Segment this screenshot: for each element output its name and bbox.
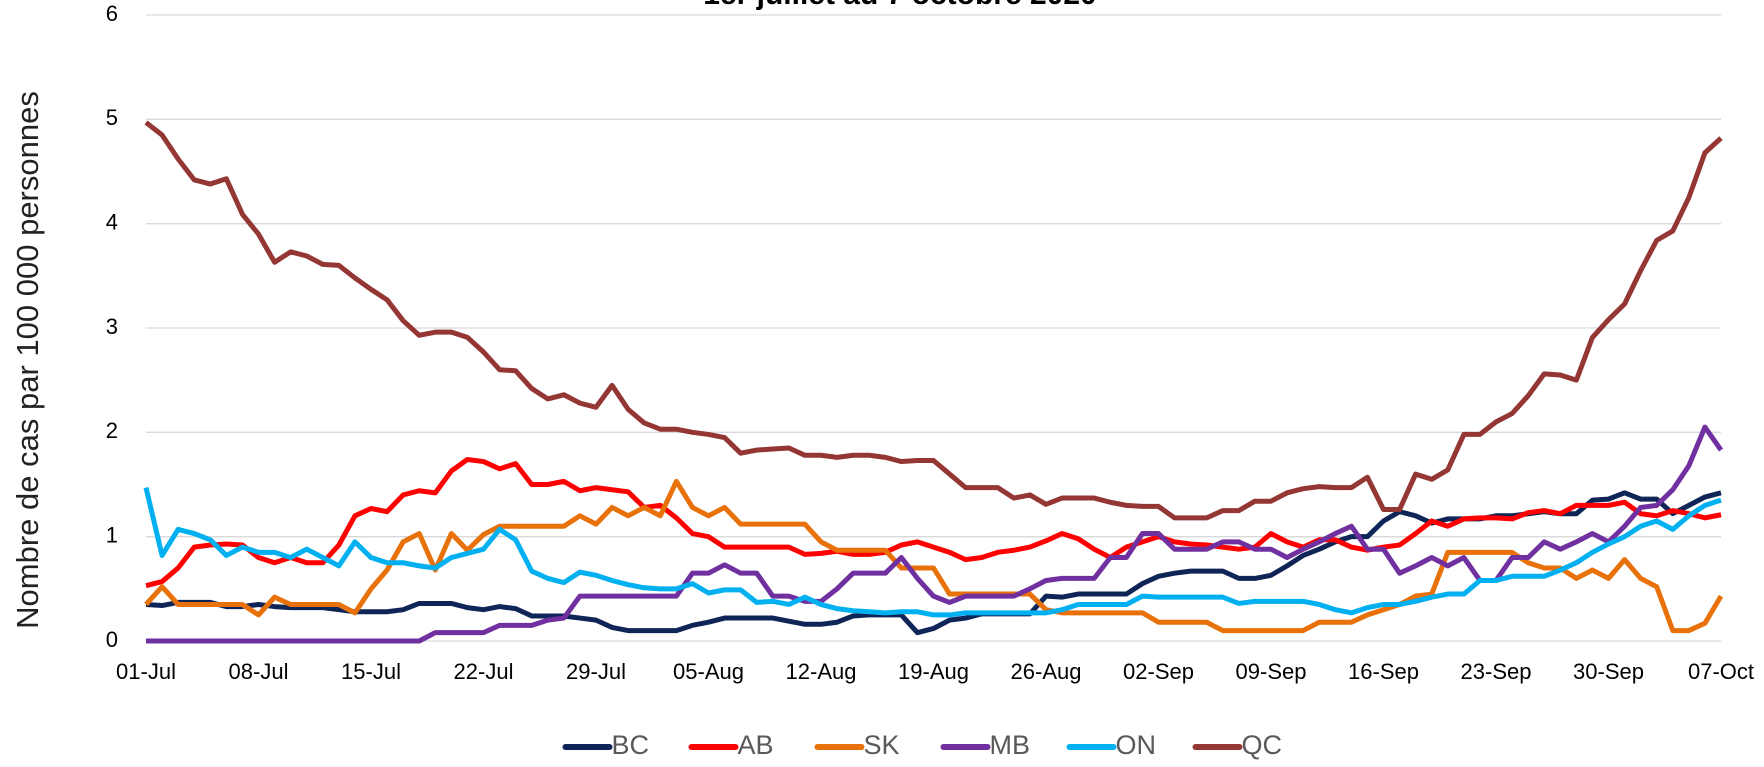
x-tick-label: 01-Jul (116, 659, 176, 684)
legend-label: AB (738, 730, 774, 760)
series-line (143, 487, 1722, 618)
chart-title: 1er juillet au 7 octobre 2020 (703, 0, 1097, 11)
x-tick-label: 16-Sep (1348, 659, 1419, 684)
legend: BC AB SK MB ON QC (562, 730, 1283, 760)
y-tick-label: 0 (106, 627, 118, 652)
y-tick-label: 2 (106, 418, 118, 443)
y-tick-label: 6 (106, 1, 118, 26)
series-line (145, 456, 1722, 589)
x-tick-label: 19-Aug (898, 659, 969, 684)
x-tick-label: 07-Oct (1688, 659, 1754, 684)
y-tick-label: 1 (106, 522, 118, 547)
legend-label: SK (864, 730, 900, 760)
x-tick-label: 12-Aug (786, 659, 857, 684)
series-line (144, 478, 1724, 634)
y-tick-label: 4 (106, 209, 118, 234)
x-tick-label: 30-Sep (1573, 659, 1644, 684)
x-tick-label: 05-Aug (673, 659, 744, 684)
y-tick-label: 3 (106, 314, 118, 339)
legend-label: ON (1116, 730, 1157, 760)
y-axis-label: Nombre de cas par 100 000 personnes (10, 91, 45, 629)
series-line (144, 120, 1723, 521)
legend-label: MB (990, 730, 1031, 760)
x-tick-label: 29-Jul (566, 659, 626, 684)
x-tick-label: 09-Sep (1236, 659, 1307, 684)
y-tick-label: 5 (106, 105, 118, 130)
series-line (146, 424, 1724, 644)
x-tick-label: 26-Aug (1011, 659, 1082, 684)
x-tick-label: 08-Jul (229, 659, 289, 684)
legend-label: QC (1242, 730, 1283, 760)
x-tick-label: 23-Sep (1461, 659, 1532, 684)
legend-label: BC (612, 730, 650, 760)
x-tick-label: 22-Jul (454, 659, 514, 684)
x-tick-label: 15-Jul (341, 659, 401, 684)
x-tick-label: 02-Sep (1123, 659, 1194, 684)
